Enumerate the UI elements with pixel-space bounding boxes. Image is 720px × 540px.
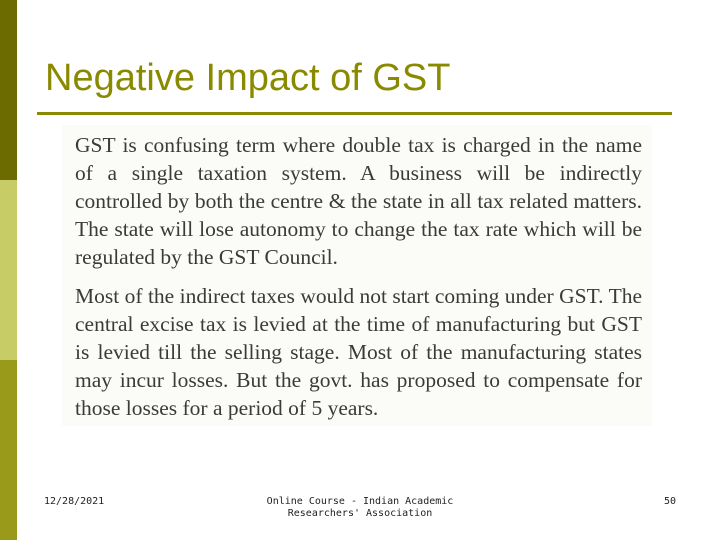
- footer-course-line1: Online Course - Indian Academic: [266, 496, 454, 507]
- slide-body-image-text: GST is confusing term where double tax i…: [62, 125, 652, 426]
- slide-title: Negative Impact of GST: [45, 57, 451, 99]
- footer-date: 12/28/2021: [44, 496, 105, 507]
- footer-page-number: 50: [664, 496, 677, 507]
- paragraph-1: GST is confusing term where double tax i…: [75, 133, 642, 269]
- paragraph-2: Most of the indirect taxes would not sta…: [75, 284, 642, 420]
- sidebar-band-middle: [0, 180, 17, 360]
- title-underline: [37, 112, 672, 115]
- footer-course-line2: Researchers' Association: [287, 508, 433, 519]
- sidebar-band-bottom: [0, 360, 17, 540]
- sidebar-band-top: [0, 0, 17, 180]
- footer-course: Online Course - Indian Academic Research…: [260, 496, 460, 520]
